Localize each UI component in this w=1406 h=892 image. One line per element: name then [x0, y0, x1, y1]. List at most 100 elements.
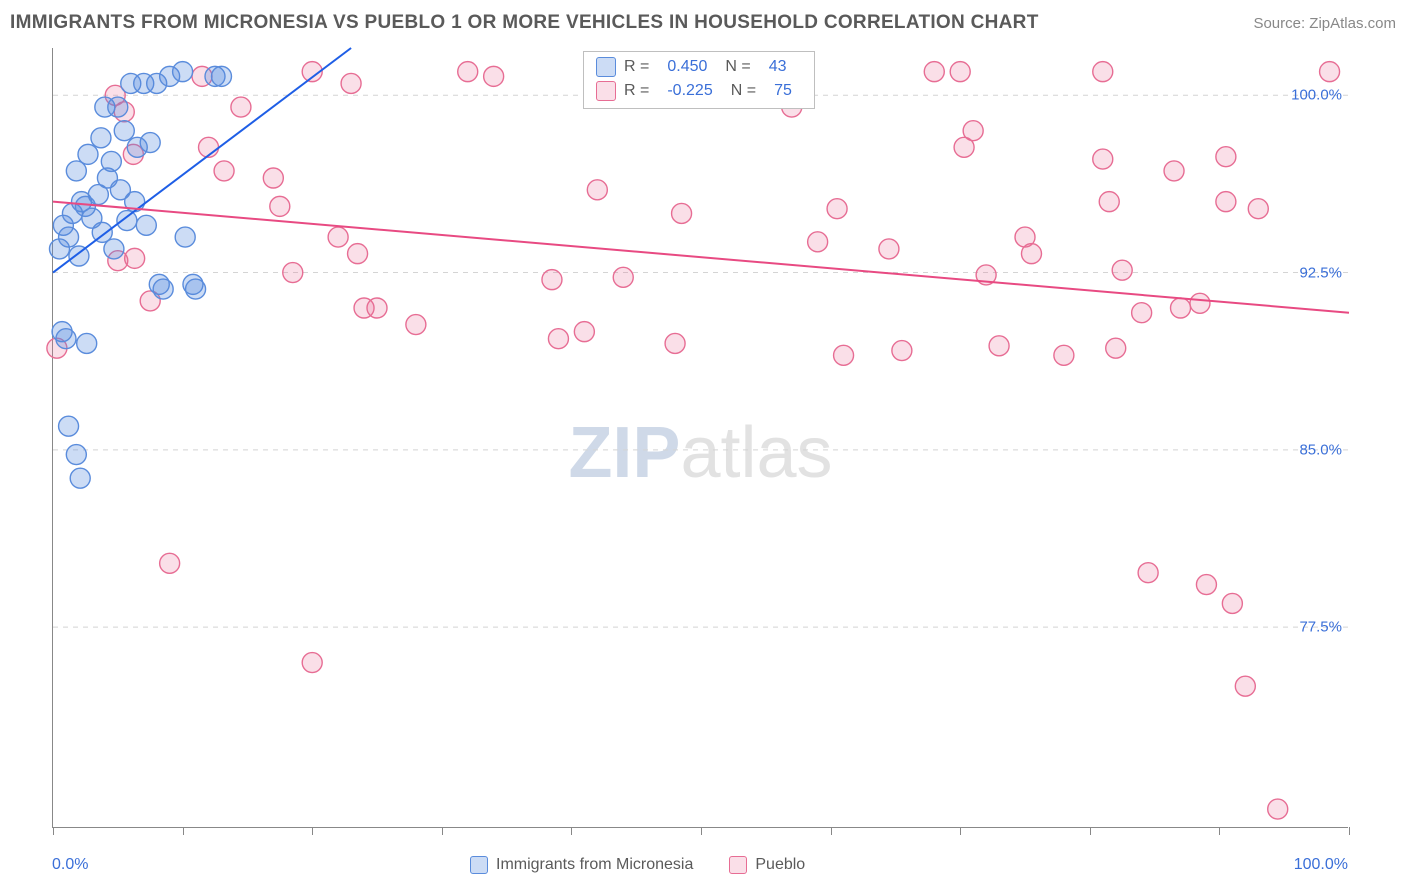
scatter-point: [114, 121, 134, 141]
scatter-point: [989, 336, 1009, 356]
scatter-point: [406, 315, 426, 335]
x-tick: [442, 827, 443, 835]
x-tick: [701, 827, 702, 835]
scatter-point: [328, 227, 348, 247]
x-axis-min-label: 0.0%: [52, 856, 88, 874]
plot-svg: [53, 48, 1348, 827]
scatter-point: [125, 248, 145, 268]
scatter-point: [231, 97, 251, 117]
chart-container: IMMIGRANTS FROM MICRONESIA VS PUEBLO 1 O…: [0, 0, 1406, 892]
scatter-point: [1138, 563, 1158, 583]
stats-swatch-series1: [596, 57, 616, 77]
scatter-point: [1021, 244, 1041, 264]
scatter-point: [1112, 260, 1132, 280]
stats-n-value-2: 75: [774, 79, 792, 103]
x-tick: [831, 827, 832, 835]
scatter-point: [1216, 192, 1236, 212]
scatter-point: [1320, 62, 1340, 82]
stats-n-label-2: N =: [731, 79, 756, 103]
scatter-point: [1164, 161, 1184, 181]
scatter-point: [1216, 147, 1236, 167]
scatter-point: [924, 62, 944, 82]
scatter-point: [458, 62, 478, 82]
y-tick-label: 77.5%: [1299, 619, 1342, 636]
scatter-point: [1190, 293, 1210, 313]
scatter-point: [283, 263, 303, 283]
plot-area: ZIPatlas R = 0.450 N = 43 R = -0.225 N =…: [52, 48, 1348, 828]
legend-label-2: Pueblo: [755, 856, 805, 874]
scatter-point: [186, 279, 206, 299]
scatter-point: [672, 203, 692, 223]
scatter-point: [175, 227, 195, 247]
scatter-point: [1132, 303, 1152, 323]
stats-r-label-2: R =: [624, 79, 649, 103]
scatter-point: [173, 62, 193, 82]
legend-swatch-series2: [729, 856, 747, 874]
stats-row-1: R = 0.450 N = 43: [596, 55, 802, 79]
stats-n-label-1: N =: [725, 55, 750, 79]
stats-box: R = 0.450 N = 43 R = -0.225 N = 75: [583, 51, 815, 109]
scatter-point: [140, 133, 160, 153]
scatter-point: [117, 211, 137, 231]
scatter-point: [1196, 575, 1216, 595]
scatter-point: [56, 329, 76, 349]
x-tick: [960, 827, 961, 835]
scatter-point: [59, 227, 79, 247]
x-tick: [183, 827, 184, 835]
scatter-point: [1235, 676, 1255, 696]
scatter-point: [214, 161, 234, 181]
scatter-point: [108, 97, 128, 117]
stats-swatch-series2: [596, 81, 616, 101]
scatter-point: [613, 267, 633, 287]
scatter-point: [1093, 62, 1113, 82]
scatter-point: [77, 333, 97, 353]
x-tick: [53, 827, 54, 835]
stats-row-2: R = -0.225 N = 75: [596, 79, 802, 103]
scatter-point: [1222, 593, 1242, 613]
scatter-point: [1054, 345, 1074, 365]
trend-line: [53, 202, 1349, 313]
scatter-point: [1268, 799, 1288, 819]
scatter-point: [950, 62, 970, 82]
chart-title: IMMIGRANTS FROM MICRONESIA VS PUEBLO 1 O…: [10, 12, 1039, 34]
scatter-point: [574, 322, 594, 342]
scatter-point: [1106, 338, 1126, 358]
scatter-point: [91, 128, 111, 148]
scatter-point: [341, 73, 361, 93]
title-bar: IMMIGRANTS FROM MICRONESIA VS PUEBLO 1 O…: [10, 12, 1396, 34]
scatter-point: [302, 653, 322, 673]
stats-r-value-2: -0.225: [667, 79, 712, 103]
x-tick: [1090, 827, 1091, 835]
scatter-point: [665, 333, 685, 353]
stats-r-label-1: R =: [624, 55, 649, 79]
scatter-point: [879, 239, 899, 259]
y-tick-label: 92.5%: [1299, 264, 1342, 281]
scatter-point: [70, 468, 90, 488]
scatter-point: [1093, 149, 1113, 169]
scatter-point: [270, 196, 290, 216]
scatter-point: [153, 279, 173, 299]
scatter-point: [69, 246, 89, 266]
y-tick-label: 100.0%: [1291, 87, 1342, 104]
legend-item-2: Pueblo: [729, 856, 805, 874]
legend-item-1: Immigrants from Micronesia: [470, 856, 693, 874]
legend-swatch-series1: [470, 856, 488, 874]
scatter-point: [211, 66, 231, 86]
scatter-point: [892, 341, 912, 361]
legend-label-1: Immigrants from Micronesia: [496, 856, 693, 874]
scatter-point: [1248, 199, 1268, 219]
x-tick: [1219, 827, 1220, 835]
scatter-point: [587, 180, 607, 200]
source-label: Source: ZipAtlas.com: [1253, 15, 1396, 32]
scatter-point: [1099, 192, 1119, 212]
scatter-point: [367, 298, 387, 318]
scatter-point: [827, 199, 847, 219]
scatter-point: [66, 445, 86, 465]
scatter-point: [348, 244, 368, 264]
scatter-point: [808, 232, 828, 252]
scatter-point: [101, 151, 121, 171]
scatter-point: [542, 270, 562, 290]
scatter-point: [78, 144, 98, 164]
scatter-point: [263, 168, 283, 188]
x-tick: [312, 827, 313, 835]
